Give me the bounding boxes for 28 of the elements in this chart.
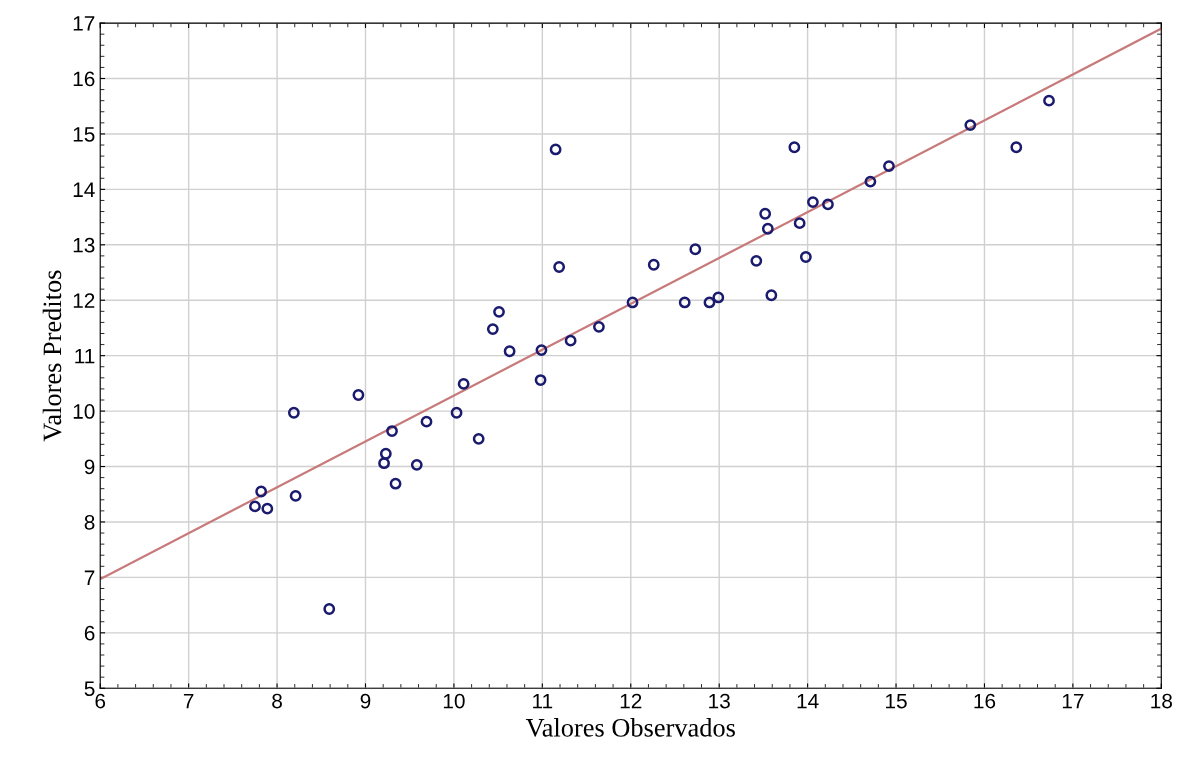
y-tick-label: 7 — [84, 570, 95, 585]
x-tick-label: 9 — [360, 693, 371, 709]
y-tick-label: 17 — [73, 16, 95, 31]
x-tick-label: 6 — [95, 693, 106, 709]
y-tick-label: 13 — [73, 237, 95, 253]
y-tick-label: 11 — [75, 348, 95, 364]
x-tick-label: 18 — [1151, 693, 1172, 709]
x-tick-label: 8 — [272, 693, 282, 709]
y-tick-label: 9 — [84, 459, 95, 475]
y-tick-label: 14 — [73, 182, 95, 197]
x-tick-label: 17 — [1062, 693, 1084, 709]
y-axis-title: Valores Preditos — [42, 270, 62, 442]
y-tick-label: 5 — [84, 681, 95, 697]
y-tick-label: 10 — [73, 404, 95, 419]
x-tick-label: 16 — [974, 693, 996, 709]
y-tick-label: 6 — [84, 625, 95, 641]
y-tick-label: 12 — [73, 293, 95, 308]
x-tick-label: 15 — [886, 693, 907, 709]
x-tick-label: 14 — [797, 693, 819, 709]
x-axis-title: Valores Observados — [525, 718, 735, 737]
x-tick-label: 13 — [709, 693, 730, 709]
x-tick-label: 11 — [533, 693, 553, 709]
x-tick-label: 12 — [620, 693, 642, 709]
y-tick-label: 8 — [84, 514, 95, 530]
y-tick-label: 16 — [73, 71, 95, 87]
x-tick-label: 10 — [443, 693, 465, 709]
x-tick-label: 7 — [183, 693, 194, 709]
y-tick-label: 15 — [73, 127, 95, 142]
